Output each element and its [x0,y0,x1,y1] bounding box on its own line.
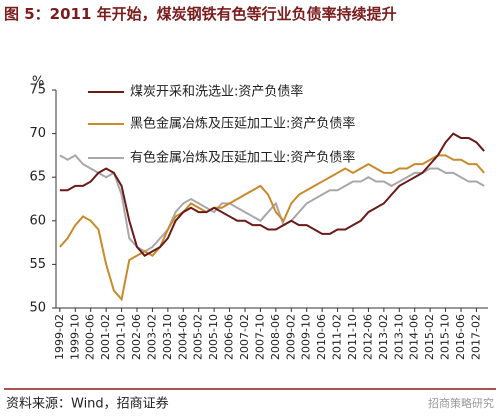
y-tick-label: 70 [29,126,46,141]
source: 资料来源：Wind，招商证券 [6,396,169,412]
x-tick-label: 2004-06 [176,314,189,360]
x-tick-label: 2009-02 [284,314,297,360]
x-tick-label: 2016-06 [454,314,467,360]
y-tick-label: 60 [29,213,46,228]
x-tick-label: 2012-06 [361,314,374,360]
x-tick-label: 2005-10 [207,314,220,360]
x-tick-label: 2002-06 [130,314,143,360]
legend-label: 煤炭开采和洗选业:资产负债率 [130,84,303,100]
y-unit: % [32,75,44,90]
x-tick-label: 1999-02 [53,314,66,360]
x-tick-label: 2013-10 [392,314,405,360]
chart-title: 图 5：2011 年开始，煤炭钢铁有色等行业负债率持续提升 [4,5,397,23]
x-tick-label: 2003-10 [161,314,174,360]
x-tick-label: 1999-10 [68,314,81,360]
y-tick-label: 55 [29,257,46,272]
x-tick-label: 2007-10 [253,314,266,360]
x-tick-label: 2007-02 [238,314,251,360]
series-line [59,154,485,302]
x-tick-label: 2013-02 [377,314,390,360]
watermark: 招商策略研究 [428,396,494,410]
x-tick-label: 2003-02 [145,314,158,360]
x-tick-label: 2001-02 [99,314,112,360]
x-tick-label: 2000-06 [84,314,97,360]
x-tick-label: 2015-10 [439,314,452,360]
x-tick-label: 2011-10 [346,314,359,360]
x-tick-label: 2001-10 [115,314,128,360]
x-tick-label: 2006-06 [223,314,236,360]
x-tick-label: 2008-06 [269,314,282,360]
x-tick-label: 2015-02 [423,314,436,360]
y-tick-label: 65 [29,170,46,185]
legend-label: 有色金属冶炼及压延加工业:资产负债率 [130,150,355,166]
legend-label: 黑色金属冶炼及压延加工业:资产负债率 [130,116,355,132]
x-tick-label: 2014-06 [408,314,421,360]
series-line [59,154,485,253]
x-tick-label: 2010-06 [315,314,328,360]
y-tick-label: 50 [29,301,46,316]
x-tick-label: 2017-02 [469,314,482,360]
x-tick-label: 2009-10 [300,314,313,360]
y-tick-label: 75 [29,83,46,98]
series-line [59,132,485,257]
x-tick-label: 2005-02 [192,314,205,360]
x-tick-label: 2011-02 [331,314,344,360]
